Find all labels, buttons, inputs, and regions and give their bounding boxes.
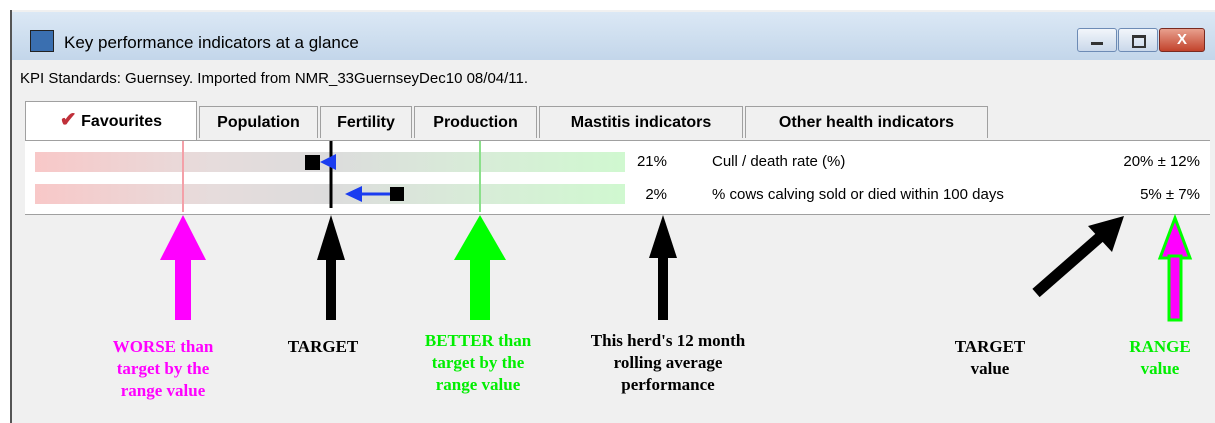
- arrow: [1032, 216, 1124, 298]
- annotation-line: range value: [435, 375, 521, 394]
- annotation: This herd's 12 month rolling average perfo…: [591, 330, 745, 396]
- tab[interactable]: Production: [414, 106, 537, 138]
- tab[interactable]: Mastitis indicators: [539, 106, 743, 138]
- title-bar: [12, 12, 1215, 60]
- kpi-target: 20% ± 12%: [1123, 153, 1200, 170]
- annotation-line: rolling average: [613, 353, 723, 372]
- maximize-button[interactable]: [1118, 28, 1158, 52]
- annotation-line: performance: [621, 375, 715, 394]
- annotation-line: value: [1140, 359, 1180, 378]
- annotation: BETTER than target by the range value: [425, 330, 531, 396]
- annotation-line: WORSE than: [112, 337, 214, 356]
- annotation-line: TARGET: [287, 337, 359, 356]
- arrow: [649, 215, 677, 320]
- herd-marker: [390, 187, 404, 201]
- herd-marker: [305, 155, 320, 170]
- annotation: TARGET value: [955, 336, 1026, 380]
- annotation-line: BETTER than: [424, 331, 532, 350]
- tab[interactable]: ✔ Favourites: [25, 101, 197, 141]
- annotation: TARGET: [288, 336, 359, 358]
- arrow: [454, 215, 506, 320]
- tab-label: Favourites: [81, 113, 163, 130]
- annotation-line: target by the: [431, 353, 525, 372]
- close-button[interactable]: X: [1159, 28, 1205, 52]
- tab[interactable]: Fertility: [320, 106, 412, 138]
- kpi-target: 5% ± 7%: [1140, 186, 1200, 203]
- annotation-line: range value: [120, 381, 206, 400]
- kpi-label: Cull / death rate (%): [712, 153, 846, 170]
- annotation-line: TARGET: [954, 337, 1026, 356]
- annotation-line: RANGE: [1129, 337, 1191, 356]
- annotation: WORSE than target by the range value: [113, 336, 214, 402]
- annotation-line: value: [970, 359, 1010, 378]
- tab[interactable]: Other health indicators: [745, 106, 988, 138]
- annotation-line: target by the: [116, 359, 210, 378]
- tab[interactable]: Population: [199, 106, 318, 138]
- annotation-line: This herd's 12 month: [590, 331, 746, 350]
- kpi-value: 21%: [636, 153, 667, 170]
- window-title: Key performance indicators at a glance: [64, 33, 359, 52]
- kpi-value: 2%: [645, 186, 667, 203]
- kpi-label: % cows calving sold or died within 100 d…: [712, 186, 1004, 203]
- window: [10, 10, 1215, 423]
- trend-arrow: [345, 186, 362, 202]
- arrow: [1157, 213, 1193, 322]
- annotation: RANGE value: [1129, 336, 1190, 380]
- app-icon: [30, 30, 54, 52]
- arrow: [317, 215, 345, 320]
- info-line: KPI Standards: Guernsey. Imported from N…: [20, 70, 529, 87]
- trend-arrow: [320, 154, 336, 170]
- arrow: [160, 215, 206, 320]
- minimize-button[interactable]: [1077, 28, 1117, 52]
